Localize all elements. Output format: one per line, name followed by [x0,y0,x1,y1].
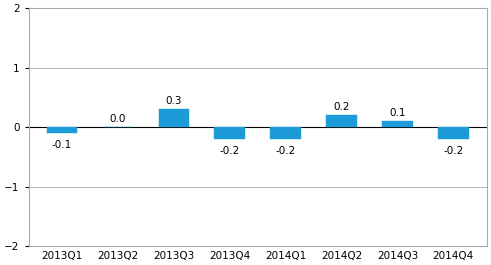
Bar [159,109,189,127]
Text: -0.2: -0.2 [219,146,240,156]
Text: 0.3: 0.3 [165,96,182,106]
Text: -0.2: -0.2 [275,146,296,156]
Bar [438,127,469,139]
Text: -0.1: -0.1 [52,140,72,150]
Text: 0.0: 0.0 [110,113,126,123]
Text: -0.2: -0.2 [443,146,464,156]
Bar [326,115,357,127]
Bar [215,127,245,139]
Bar [47,127,78,133]
Text: 0.1: 0.1 [389,108,406,118]
Bar [270,127,301,139]
Text: 0.2: 0.2 [333,101,350,112]
Bar [382,121,413,127]
